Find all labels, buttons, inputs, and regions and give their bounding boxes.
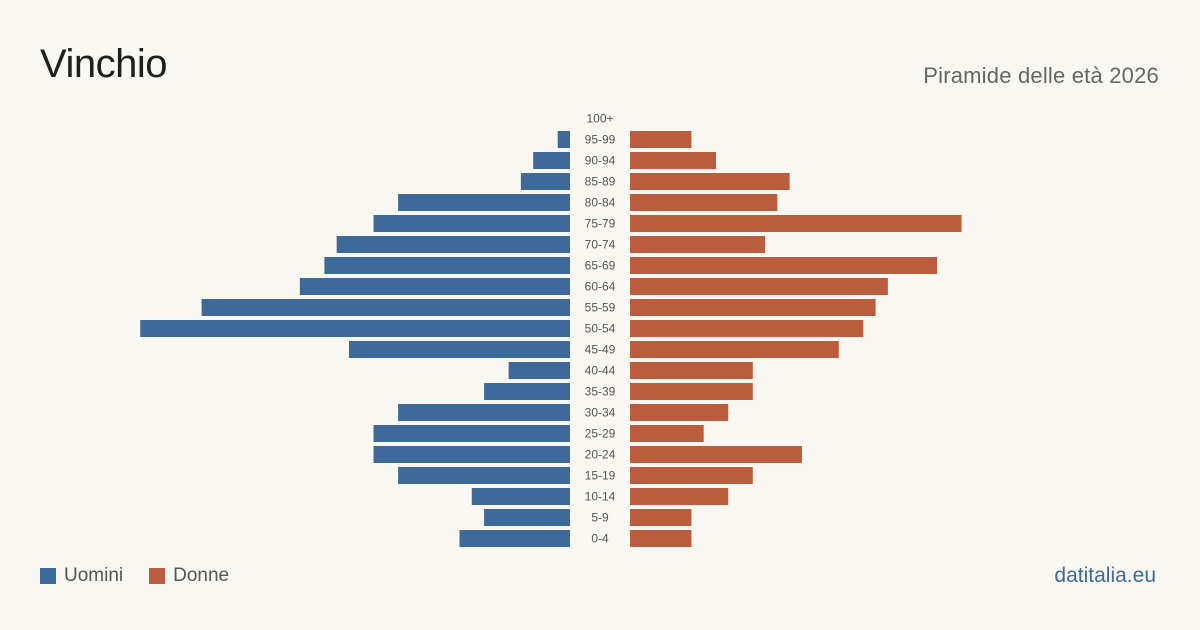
legend: Uomini Donne (40, 565, 255, 587)
bar-men-80-84 (398, 194, 570, 211)
age-group-label: 5-9 (591, 511, 609, 525)
bar-women-0-4 (630, 530, 692, 547)
age-group-label: 20-24 (585, 448, 616, 462)
age-group-label: 65-69 (585, 259, 616, 273)
bar-men-85-89 (520, 173, 570, 190)
age-group-label: 0-4 (591, 532, 609, 546)
bar-women-50-54 (630, 320, 864, 337)
legend-item-men: Uomini (40, 565, 123, 587)
bar-women-90-94 (630, 152, 716, 169)
bar-women-80-84 (630, 194, 778, 211)
bar-women-95-99 (630, 131, 692, 148)
bar-women-60-64 (630, 278, 888, 295)
age-group-label: 75-79 (585, 217, 616, 231)
age-group-label: 95-99 (585, 133, 616, 147)
age-group-label: 90-94 (585, 154, 616, 168)
bar-women-55-59 (630, 299, 876, 316)
age-group-label: 35-39 (585, 385, 616, 399)
age-group-label: 100+ (586, 112, 613, 126)
legend-women-label: Donne (173, 565, 230, 586)
bar-women-30-34 (630, 404, 729, 421)
legend-item-women: Donne (149, 565, 229, 587)
bar-women-70-74 (630, 236, 766, 253)
men-swatch (40, 568, 56, 584)
bar-women-10-14 (630, 488, 729, 505)
source-link[interactable]: datitalia.eu (1054, 564, 1156, 587)
age-group-label: 10-14 (585, 490, 616, 504)
bar-men-75-79 (373, 215, 570, 232)
age-group-label: 70-74 (585, 238, 616, 252)
bar-men-0-4 (459, 530, 570, 547)
bar-women-45-49 (630, 341, 839, 358)
age-group-label: 30-34 (585, 406, 616, 420)
bar-women-15-19 (630, 467, 753, 484)
bar-women-5-9 (630, 509, 692, 526)
age-group-label: 60-64 (585, 280, 616, 294)
bar-women-75-79 (630, 215, 962, 232)
bar-women-40-44 (630, 362, 753, 379)
bar-men-15-19 (398, 467, 570, 484)
bar-men-20-24 (373, 446, 570, 463)
women-swatch (149, 568, 166, 584)
bar-men-40-44 (508, 362, 570, 379)
age-group-label: 25-29 (585, 427, 616, 441)
bar-women-65-69 (630, 257, 937, 274)
age-group-label: 55-59 (585, 301, 616, 315)
bar-men-95-99 (557, 131, 570, 148)
age-group-label: 85-89 (585, 175, 616, 189)
legend-men-label: Uomini (64, 565, 124, 586)
bar-men-60-64 (299, 278, 570, 295)
chart-subtitle: Piramide delle età 2026 (923, 63, 1159, 88)
bar-men-30-34 (398, 404, 570, 421)
bar-men-10-14 (471, 488, 570, 505)
bar-men-25-29 (373, 425, 570, 442)
age-group-label: 50-54 (585, 322, 616, 336)
bar-women-35-39 (630, 383, 753, 400)
bar-women-20-24 (630, 446, 802, 463)
bar-men-5-9 (484, 509, 570, 526)
bar-men-50-54 (140, 320, 570, 337)
bar-men-65-69 (324, 257, 570, 274)
bar-men-70-74 (336, 236, 570, 253)
bar-men-90-94 (533, 152, 570, 169)
age-group-label: 80-84 (585, 196, 616, 210)
bar-men-55-59 (201, 299, 570, 316)
bar-men-35-39 (484, 383, 570, 400)
age-group-label: 15-19 (585, 469, 616, 483)
bar-women-25-29 (630, 425, 704, 442)
bar-women-85-89 (630, 173, 790, 190)
bar-men-45-49 (348, 341, 570, 358)
age-group-label: 45-49 (585, 343, 616, 357)
page-title: Vinchio (40, 42, 167, 86)
age-group-label: 40-44 (585, 364, 616, 378)
